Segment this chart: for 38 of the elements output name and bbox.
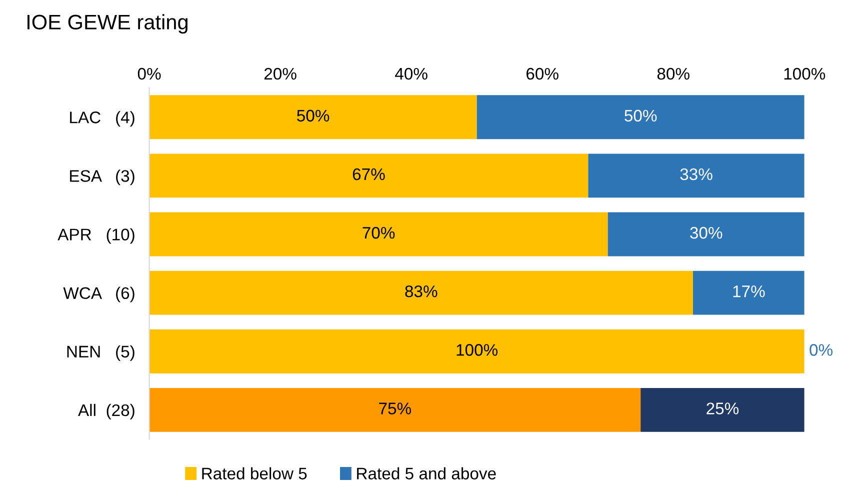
bar	[608, 212, 804, 256]
bar	[149, 270, 694, 315]
bar	[149, 329, 804, 374]
y-tick-label: APR (10)	[58, 228, 134, 244]
bar	[693, 270, 804, 315]
y-tick-label: WCA (6)	[63, 286, 134, 302]
data-label: 50%	[624, 110, 657, 122]
bar	[588, 154, 804, 198]
data-label: 50%	[297, 110, 330, 122]
y-tick-label: NEN (5)	[67, 345, 134, 361]
data-label: 67%	[352, 168, 385, 180]
data-label: 100%	[456, 344, 498, 356]
data-label: 17%	[733, 286, 765, 298]
data-label: 70%	[362, 226, 395, 239]
bar	[476, 95, 804, 140]
data-label: 83%	[405, 285, 438, 298]
legend-label: Rated below 5	[202, 467, 307, 480]
x-tick-label: 20%	[264, 68, 296, 80]
data-label: 25%	[706, 402, 739, 414]
bar	[149, 95, 477, 140]
data-label: 33%	[680, 168, 712, 180]
y-tick-label: LAC (4)	[70, 111, 134, 127]
x-tick-label: 40%	[395, 68, 428, 80]
data-label: 75%	[379, 402, 412, 414]
x-tick-label: 60%	[526, 68, 558, 80]
bar	[149, 388, 641, 432]
x-tick-label: 80%	[657, 68, 690, 80]
y-tick-label: All (28)	[78, 404, 134, 420]
y-tick-label: ESA (3)	[70, 170, 134, 186]
chart-title: IOE GEWE rating	[28, 14, 188, 34]
x-tick-label: 0%	[138, 68, 161, 80]
legend-label: Rated 5 and above	[357, 467, 496, 480]
bar	[640, 388, 804, 432]
data-label: 30%	[690, 226, 722, 239]
data-label: 0%	[810, 344, 833, 356]
bar	[149, 154, 588, 198]
bar	[149, 212, 608, 256]
x-tick-label: 100%	[784, 68, 826, 80]
